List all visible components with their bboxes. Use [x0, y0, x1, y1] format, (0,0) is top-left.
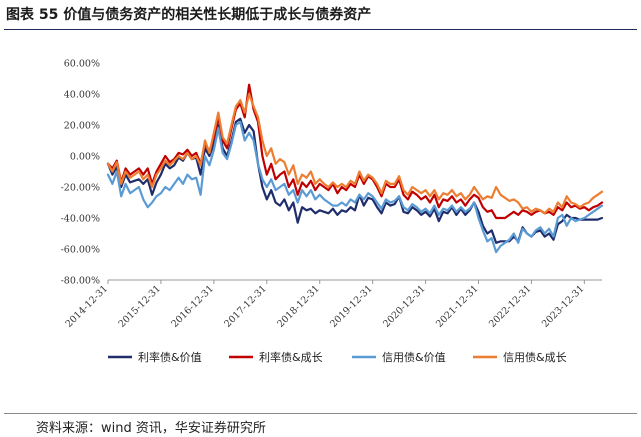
y-tick-label: 40.00%	[64, 90, 100, 101]
series-line-3	[106, 120, 604, 254]
series-lines	[106, 83, 604, 254]
y-tick-label: 60.00%	[64, 59, 100, 70]
y-tick-label: -80.00%	[61, 276, 100, 287]
x-tick-label: 2018-12-31	[275, 283, 322, 330]
x-tick-label: 2016-12-31	[169, 283, 216, 330]
source-note: 资料来源：wind 资讯，华安证券研究所	[36, 421, 266, 436]
x-tick-label: 2015-12-31	[117, 283, 164, 330]
x-tick-label: 2019-12-31	[328, 283, 375, 330]
title-divider	[4, 29, 637, 30]
y-tick-label: -20.00%	[61, 183, 100, 194]
source-divider	[4, 413, 637, 414]
y-axis: 60.00% 40.00% 20.00% 0.00% -20.00% -40.00% -60…	[61, 59, 100, 287]
x-tick-label: 2017-12-31	[222, 283, 269, 330]
series-line-4	[106, 92, 604, 215]
x-tick-label: 2021-12-31	[434, 283, 481, 330]
y-tick-label: -60.00%	[61, 245, 100, 256]
legend-label: 利率债&成长	[259, 350, 323, 364]
legend: 利率债&价值 利率债&成长 信用债&价值 信用债&成长	[108, 350, 567, 364]
x-tick-label: 2023-12-31	[540, 283, 587, 330]
chart-title: 图表 55 价值与债务资产的相关性长期低于成长与债券资产	[6, 7, 372, 23]
x-tick-label: 2022-12-31	[487, 283, 534, 330]
y-tick-label: 20.00%	[64, 121, 100, 132]
line-chart: 60.00% 40.00% 20.00% 0.00% -20.00% -40.00% -60…	[61, 59, 604, 364]
x-tick-label: 2020-12-31	[381, 283, 428, 330]
y-tick-label: -40.00%	[61, 214, 100, 225]
x-tick-label: 2014-12-31	[64, 283, 111, 330]
series-line-2	[106, 83, 604, 220]
x-axis: 2014-12-31 2015-12-31 2016-12-31 2017-12-31…	[64, 279, 602, 330]
legend-label: 利率债&价值	[138, 350, 202, 364]
legend-label: 信用债&价值	[382, 350, 446, 364]
y-tick-label: 0.00%	[70, 152, 100, 163]
legend-label: 信用债&成长	[503, 350, 567, 364]
